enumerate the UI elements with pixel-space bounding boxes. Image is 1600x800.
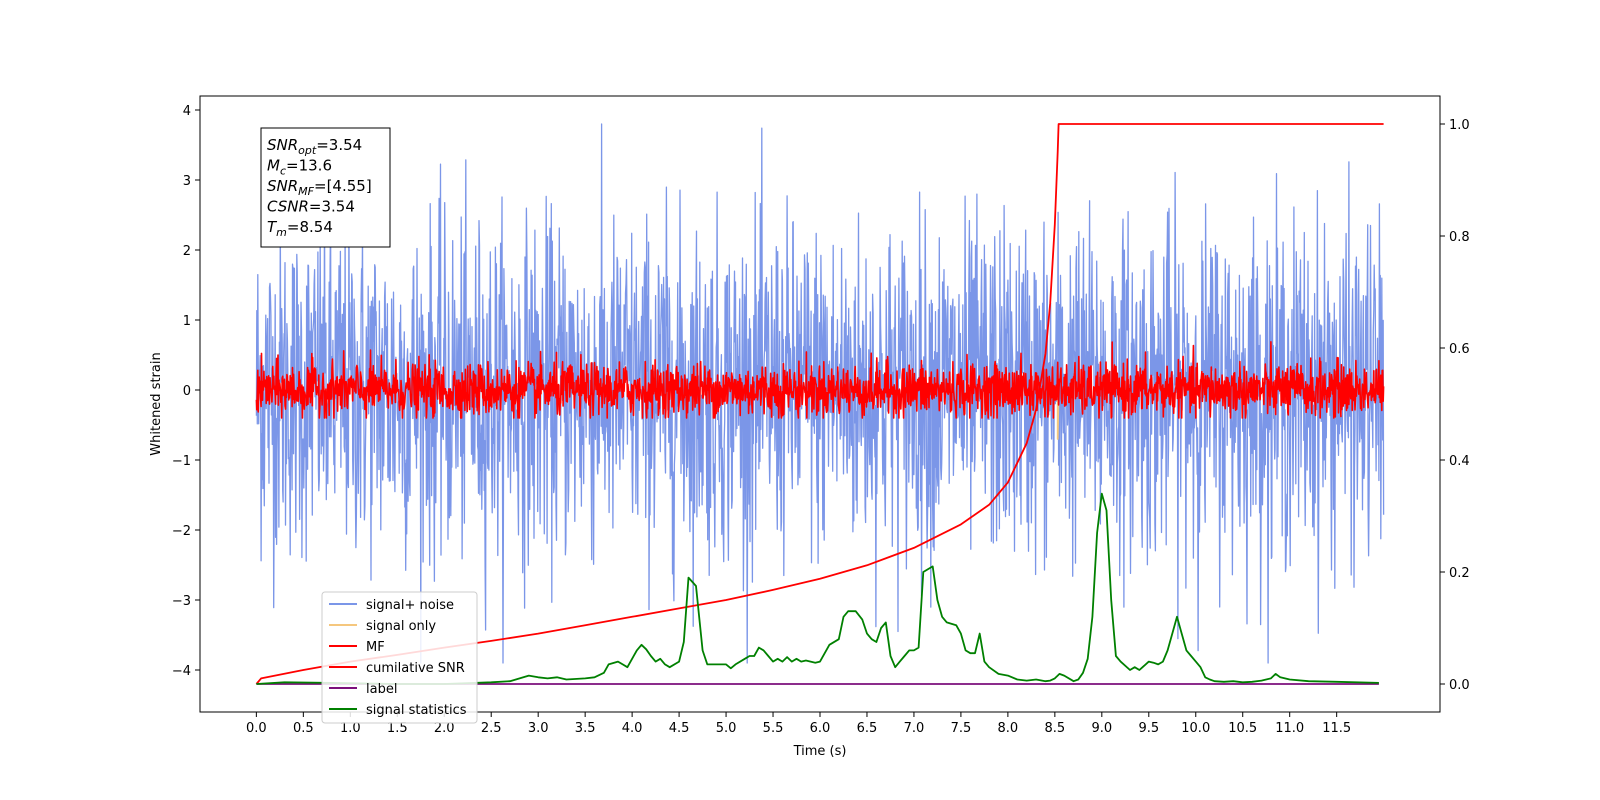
info-box-line: SNRMF=[4.55] [267,177,372,198]
x-tick-label: 9.5 [1138,721,1159,736]
info-box-line: CSNR=3.54 [267,198,355,216]
x-tick-label: 8.0 [998,721,1019,736]
y-tick-label: 2 [183,244,191,259]
y-tick-label: 1 [183,314,191,329]
y-tick-label: 4 [183,104,191,119]
y2-tick-label: 0.4 [1449,454,1470,469]
left-axis-series [255,123,1385,664]
y2-tick-label: 0.0 [1449,678,1470,693]
x-tick-label: 0.0 [246,721,267,736]
x-tick-label: 6.0 [810,721,831,736]
y-tick-label: 3 [183,174,191,189]
x-tick-label: 3.5 [575,721,596,736]
x-tick-label: 9.0 [1091,721,1112,736]
x-tick-label: 10.0 [1181,721,1210,736]
series-line-mf [255,340,1385,419]
info-box-line: Tm=8.54 [267,218,333,239]
x-tick-label: 11.5 [1322,721,1351,736]
info-box-line: SNRopt=3.54 [267,136,362,157]
info-box-line: Mc=13.6 [267,157,332,178]
x-tick-label: 11.0 [1275,721,1304,736]
y-tick-label: −4 [172,664,191,679]
legend-label: label [366,682,397,697]
axis-ticks: 0.0 0.5 1.0 1.5 2.0 2.5 3.0 3.5 4.0 4.5 5.0 5.5 6.0 6… [172,104,1470,736]
x-tick-label: 5.5 [763,721,784,736]
x-tick-label: 7.5 [951,721,972,736]
x-tick-label: 8.5 [1045,721,1066,736]
y-tick-label: −2 [172,524,191,539]
x-tick-label: 4.0 [622,721,643,736]
y2-tick-label: 1.0 [1449,118,1470,133]
x-tick-label: 4.5 [669,721,690,736]
legend-label: signal only [366,619,436,634]
series-line-signal-statistics [256,492,1379,685]
legend-label: MF [366,640,385,655]
x-tick-label: 10.5 [1228,721,1257,736]
y-tick-label: −3 [172,594,191,609]
legend-label: signal statistics [366,703,467,718]
x-tick-label: 2.5 [481,721,502,736]
series-line-signal-only [1056,389,1060,440]
x-tick-label: 1.5 [387,721,408,736]
legend-frame [321,591,478,724]
x-tick-label: 0.5 [293,721,314,736]
legend-label: cumilative SNR [366,661,465,676]
x-tick-label: 2.0 [434,721,455,736]
x-tick-label: 3.0 [528,721,549,736]
x-tick-label: 6.5 [857,721,878,736]
x-tick-label: 7.0 [904,721,925,736]
y2-tick-label: 0.6 [1449,342,1470,357]
y-axis-label: Whitened strain [149,352,164,455]
legend: signal+ noise signal only MF cumilative SNR… [321,591,478,724]
legend-label: signal+ noise [366,598,454,613]
x-axis-label: Time (s) [793,744,847,759]
x-tick-label: 1.0 [340,721,361,736]
info-box-frame [260,127,391,248]
y-tick-label: −1 [172,454,191,469]
y-tick-label: 0 [183,384,191,399]
x-tick-label: 5.0 [716,721,737,736]
y2-tick-label: 0.8 [1449,230,1470,245]
y2-tick-label: 0.2 [1449,566,1470,581]
